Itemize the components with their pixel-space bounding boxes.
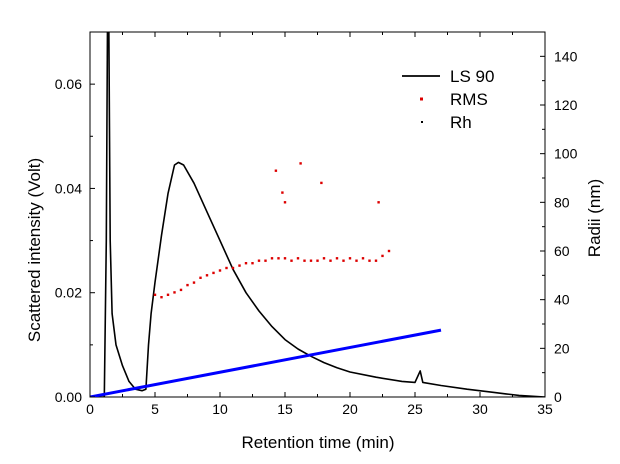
series-point-rms: [329, 259, 332, 262]
y-right-tick-label: 100: [554, 146, 578, 162]
y-right-tick-label: 0: [554, 389, 562, 405]
legend-label-rms: RMS: [450, 90, 488, 109]
series-point-rms: [212, 271, 215, 275]
series-point-rms: [316, 259, 319, 262]
x-tick-label: 0: [86, 401, 94, 417]
series-point-rms: [179, 288, 183, 292]
axes-layer: 0 5 10 15 20 25 30 35 0.00 0.02 0.04 0.06 0 20 40 60 80 1…: [55, 32, 578, 417]
series-line-ls-90: [90, 32, 545, 397]
series-point-rms: [192, 281, 196, 284]
y-right-tick-label: 60: [554, 243, 570, 259]
series-point-rms: [303, 259, 306, 262]
series-point-rms: [186, 283, 189, 287]
y-right-tick-label: 120: [554, 97, 578, 113]
x-tick-label: 35: [537, 401, 553, 417]
y-axis-right-title: Radii (nm): [585, 179, 604, 257]
y-right-tick-label: 20: [554, 340, 570, 356]
x-tick-label: 30: [472, 401, 488, 417]
series-point-rms: [244, 262, 248, 265]
x-axis-title: Retention time (min): [241, 433, 394, 452]
series-point-rms: [153, 293, 157, 296]
series-point-rms: [290, 259, 293, 262]
series-point-rms: [173, 291, 176, 294]
series-point-rms: [283, 257, 287, 260]
legend: LS 90 RMS Rh: [402, 67, 494, 132]
series-point-rms: [309, 259, 313, 262]
series-point-rms: [199, 276, 202, 279]
series-point-rms: [277, 257, 280, 260]
series-point-rms: [205, 274, 209, 277]
plot-area: [89, 31, 546, 398]
x-tick-label: 25: [407, 401, 423, 417]
x-tick-label: 10: [212, 401, 228, 417]
x-tick-label: 20: [342, 401, 358, 417]
series-point-rms: [270, 257, 274, 260]
y-left-tick-label: 0.00: [55, 389, 82, 405]
y-axis-left-title: Scattered intensity (Volt): [25, 158, 44, 342]
series-point-rms: [283, 201, 287, 204]
legend-label-ls-90: LS 90: [450, 67, 494, 86]
series-line-rh: [90, 328, 442, 397]
series-point-rms: [348, 257, 352, 260]
y-right-tick-label: 140: [554, 48, 578, 64]
legend-swatch-rms: [420, 97, 423, 101]
series-point-rms: [381, 254, 384, 258]
legend-label-rh: Rh: [450, 113, 472, 132]
x-tick-label: 5: [151, 401, 159, 417]
series-point-rms: [377, 201, 380, 204]
y-right-tick-label: 80: [554, 194, 570, 210]
legend-swatch-rh: [421, 121, 423, 123]
y-left-tick-label: 0.06: [55, 76, 82, 92]
plot-frame: [89, 31, 546, 398]
series-point-rms: [218, 269, 222, 272]
series-point-rms: [160, 296, 163, 299]
series-point-rms: [257, 259, 261, 262]
series-point-rms: [342, 259, 345, 262]
series-point-rms: [274, 169, 278, 172]
y-left-tick-label: 0.04: [55, 180, 82, 196]
y-right-tick-label: 40: [554, 292, 570, 308]
series-point-rms: [374, 259, 378, 262]
series-point-rms: [231, 266, 235, 270]
series-point-rms: [264, 259, 267, 262]
series-point-rms: [281, 191, 284, 194]
series-point-rms: [166, 293, 170, 296]
series-point-rms: [238, 264, 241, 267]
series-point-rms: [296, 257, 300, 260]
series-point-rms: [361, 257, 365, 260]
series-point-rms: [225, 266, 228, 270]
series-point-rms: [320, 181, 323, 185]
y-left-tick-label: 0.02: [55, 285, 82, 301]
series-point-rms: [335, 257, 339, 260]
series-point-rms: [251, 262, 254, 265]
series-point-rms: [355, 259, 358, 262]
x-tick-label: 15: [277, 401, 293, 417]
series-point-rms: [322, 257, 326, 260]
series-point-rms: [299, 162, 302, 165]
series-layer: [90, 32, 545, 397]
series-point-rms: [368, 259, 371, 262]
series-point-rms: [387, 249, 391, 253]
